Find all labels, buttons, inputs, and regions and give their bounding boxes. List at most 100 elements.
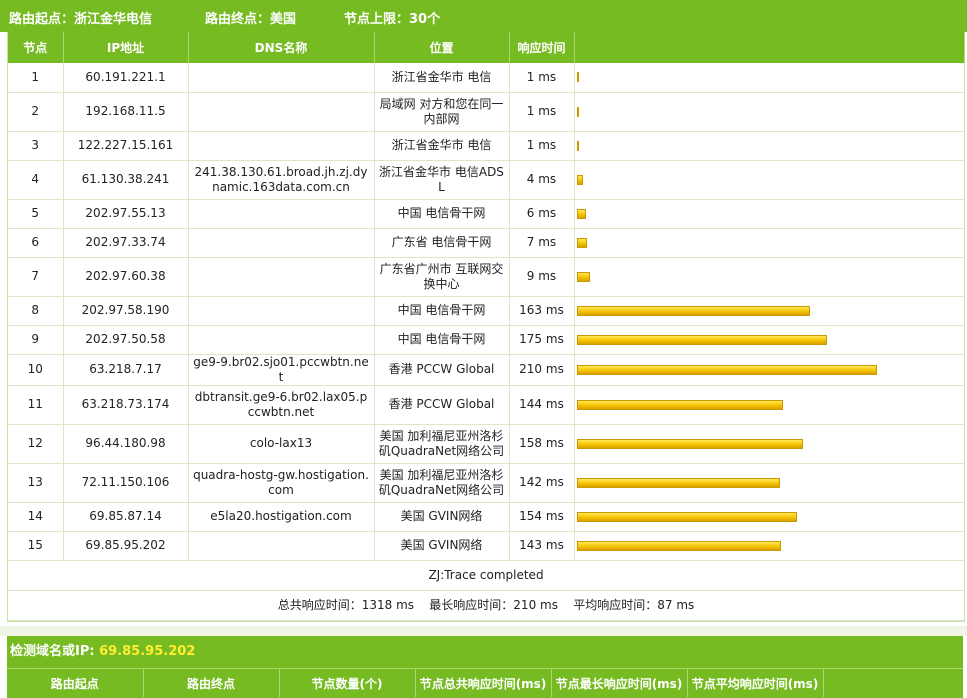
hop-node: 2 <box>8 92 64 132</box>
hop-node: 3 <box>8 131 64 161</box>
response-time-bar <box>576 140 579 151</box>
hop-row: 1 60.191.221.1 浙江省金华市 电信 1 ms <box>8 63 964 93</box>
hop-row: 5 202.97.55.13 中国 电信骨干网 6 ms <box>8 199 964 229</box>
trace-results-panel: 节点 IP地址 DNS名称 位置 响应时间 1 60.191.221.1 浙江省金华… <box>7 32 965 622</box>
summary-col: 路由起点 <box>7 669 144 697</box>
hop-bar-cell <box>574 92 964 132</box>
hop-location: 局域网 对方和您在同一内部网 <box>374 92 510 132</box>
node-limit: 节点上限：30个 <box>344 12 441 27</box>
hop-bar-cell <box>574 296 964 326</box>
response-time-bar <box>576 540 781 551</box>
route-info-bar: 路由起点：浙江金华电信 路由终点：美国 节点上限：30个 <box>0 0 967 32</box>
summary-col: 节点平均响应时间(ms) <box>687 669 824 697</box>
hop-dns <box>188 531 375 561</box>
hop-row: 14 69.85.87.14 e5la20.hostigation.com 美国 GV… <box>8 502 964 532</box>
hop-time: 7 ms <box>509 228 575 258</box>
hop-bar-cell <box>574 354 964 386</box>
hop-time: 144 ms <box>509 385 575 425</box>
hop-ip: 72.11.150.106 <box>63 463 189 503</box>
trace-table: 节点 IP地址 DNS名称 位置 响应时间 1 60.191.221.1 浙江省金华… <box>8 32 965 561</box>
hop-location: 广东省 电信骨干网 <box>374 228 510 258</box>
hop-dns <box>188 228 375 258</box>
hop-ip: 122.227.15.161 <box>63 131 189 161</box>
response-time-bar <box>576 364 877 375</box>
hop-bar-cell <box>574 257 964 297</box>
hop-ip: 69.85.95.202 <box>63 531 189 561</box>
hop-row: 11 63.218.73.174 dbtransit.ge9-6.br02.lax0… <box>8 385 964 425</box>
summary-col: 节点数量(个) <box>279 669 416 697</box>
trace-status: ZJ:Trace completed <box>8 561 964 591</box>
route-destination: 路由终点：美国 <box>205 12 297 27</box>
response-time-bar <box>576 174 583 185</box>
hop-time: 154 ms <box>509 502 575 532</box>
hop-location: 美国 GVIN网络 <box>374 531 510 561</box>
hop-bar-cell <box>574 160 964 200</box>
col-node: 节点 <box>8 32 64 63</box>
hop-row: 13 72.11.150.106 quadra-hostg-gw.hostigati… <box>8 463 964 503</box>
hop-bar-cell <box>574 228 964 258</box>
hop-bar-cell <box>574 502 964 532</box>
trace-table-body: 1 60.191.221.1 浙江省金华市 电信 1 ms 2 192.168.11.5 局… <box>8 63 964 561</box>
hop-location: 中国 电信骨干网 <box>374 199 510 229</box>
hop-node: 1 <box>8 63 64 93</box>
summary-header: 路由起点 路由终点 节点数量(个) 节点总共响应时间(ms) 节点最长响应时间(ms) 节… <box>7 669 963 697</box>
col-dns: DNS名称 <box>188 32 375 63</box>
hop-bar-cell <box>574 325 964 355</box>
hop-ip: 202.97.55.13 <box>63 199 189 229</box>
hop-node: 13 <box>8 463 64 503</box>
hop-bar-cell <box>574 199 964 229</box>
hop-ip: 202.97.33.74 <box>63 228 189 258</box>
hop-dns: dbtransit.ge9-6.br02.lax05.pccwbtn.net <box>188 385 375 425</box>
hop-node: 14 <box>8 502 64 532</box>
hop-dns <box>188 296 375 326</box>
response-time-bar <box>576 72 579 83</box>
hop-location: 美国 GVIN网络 <box>374 502 510 532</box>
hop-time: 1 ms <box>509 92 575 132</box>
checked-ip: 69.85.95.202 <box>99 644 196 659</box>
response-time-bar <box>576 271 590 282</box>
response-time-bar <box>576 334 827 345</box>
hop-row: 12 96.44.180.98 colo-lax13 美国 加利福尼亚州洛杉矶Quad… <box>8 424 964 464</box>
hop-dns <box>188 92 375 132</box>
summary-panel: 检测域名或IP: 69.85.95.202 路由起点 路由终点 节点数量(个) 节点总… <box>7 636 963 698</box>
hop-ip: 202.97.58.190 <box>63 296 189 326</box>
hop-bar-cell <box>574 463 964 503</box>
hop-location: 香港 PCCW Global <box>374 385 510 425</box>
hop-node: 6 <box>8 228 64 258</box>
trace-table-header: 节点 IP地址 DNS名称 位置 响应时间 <box>8 32 965 63</box>
hop-node: 10 <box>8 354 64 386</box>
hop-location: 美国 加利福尼亚州洛杉矶QuadraNet网络公司 <box>374 463 510 503</box>
hop-time: 6 ms <box>509 199 575 229</box>
summary-col: 节点总共响应时间(ms) <box>415 669 552 697</box>
response-time-bar <box>576 477 780 488</box>
hop-dns <box>188 131 375 161</box>
hop-ip: 60.191.221.1 <box>63 63 189 93</box>
col-bar <box>574 32 965 63</box>
col-response-time: 响应时间 <box>509 32 575 63</box>
response-time-bar <box>576 106 579 117</box>
col-location: 位置 <box>374 32 510 63</box>
trace-totals: 总共响应时间：1318 ms 最长响应时间：210 ms 平均响应时间：87 m… <box>8 591 964 621</box>
summary-table: 路由起点 路由终点 节点数量(个) 节点总共响应时间(ms) 节点最长响应时间(ms) 节… <box>7 669 963 697</box>
hop-time: 163 ms <box>509 296 575 326</box>
response-time-bar <box>576 511 797 522</box>
hop-node: 12 <box>8 424 64 464</box>
response-time-bar <box>576 438 803 449</box>
hop-node: 5 <box>8 199 64 229</box>
hop-time: 1 ms <box>509 131 575 161</box>
hop-location: 浙江省金华市 电信 <box>374 63 510 93</box>
avg-time: 87 ms <box>657 597 695 612</box>
hop-ip: 202.97.60.38 <box>63 257 189 297</box>
hop-location: 中国 电信骨干网 <box>374 325 510 355</box>
hop-ip: 63.218.7.17 <box>63 354 189 386</box>
hop-bar-cell <box>574 131 964 161</box>
hop-location: 美国 加利福尼亚州洛杉矶QuadraNet网络公司 <box>374 424 510 464</box>
hop-dns <box>188 63 375 93</box>
response-time-bar <box>576 399 783 410</box>
hop-dns <box>188 199 375 229</box>
section-divider <box>0 626 967 636</box>
hop-dns: quadra-hostg-gw.hostigation.com <box>188 463 375 503</box>
hop-node: 9 <box>8 325 64 355</box>
hop-node: 15 <box>8 531 64 561</box>
hop-row: 15 69.85.95.202 美国 GVIN网络 143 ms <box>8 531 964 561</box>
